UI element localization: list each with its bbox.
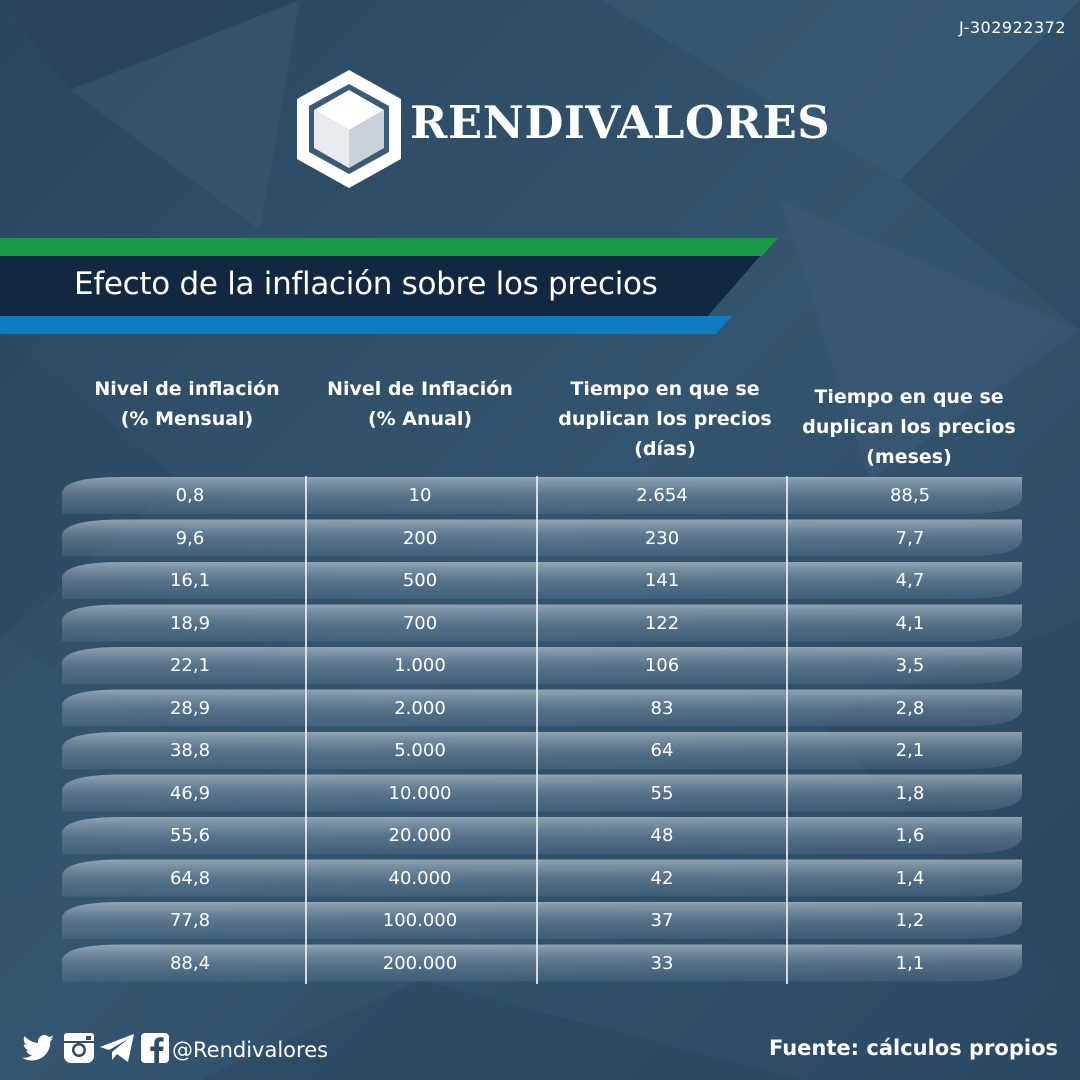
facebook-icon[interactable] [140,1030,170,1066]
table-row-bar [62,817,1022,854]
cell-monthly: 0,8 [175,485,205,506]
cell-annual: 10.000 [388,782,452,804]
cell-annual: 10 [408,485,432,506]
cell-monthly: 9,6 [175,527,205,549]
column-divider [536,476,538,984]
cell-days: 37 [650,910,674,931]
cell-annual: 100.000 [382,910,458,931]
table-row-bar [62,732,1022,769]
cell-monthly: 46,9 [169,782,211,804]
table-row-bar [62,944,1022,982]
title-banner [0,238,778,334]
cell-monthly: 55,6 [169,825,211,846]
table-row-bar [62,859,1022,897]
telegram-icon[interactable] [98,1030,136,1066]
cell-days: 230 [644,527,680,549]
cell-days: 55 [650,782,674,804]
cell-monthly: 16,1 [169,570,211,591]
cell-annual: 2.000 [394,697,446,719]
cell-months: 1,8 [895,782,925,804]
cell-annual: 1.000 [394,655,446,676]
cell-months: 1,2 [895,910,925,931]
cell-months: 1,6 [895,825,925,846]
cell-annual: 200.000 [382,952,458,974]
cell-days: 33 [650,952,674,974]
table-row-bar [62,774,1022,812]
cell-months: 3,5 [895,655,925,676]
brand-name: RENDIVALORES [410,96,831,149]
column-divider [305,476,307,984]
cell-monthly: 28,9 [169,697,211,719]
cell-months: 7,7 [895,527,925,549]
twitter-icon[interactable] [20,1030,56,1066]
table-row-bar [62,562,1022,599]
table-row-bar [62,477,1022,514]
cell-months: 2,1 [895,740,925,761]
table-row-bar [62,647,1022,684]
cell-annual: 700 [402,612,438,634]
column-header-monthly: Nivel de inflación (% Mensual) [94,378,280,430]
social-handle[interactable]: @Rendivalores [172,1038,329,1062]
cell-days: 48 [650,825,674,846]
cell-monthly: 77,8 [169,910,211,931]
rif-number: J-302922372 [958,18,1066,37]
source-note: Fuente: cálculos propios [768,1036,1058,1060]
cell-monthly: 38,8 [169,740,211,761]
cell-days: 83 [650,697,674,719]
cell-annual: 40.000 [388,867,452,889]
hexagon-cube-logo [297,70,401,188]
cell-days: 122 [644,612,680,634]
column-header-months: Tiempo en que se duplican los precios (m… [802,386,1016,468]
cell-annual: 5.000 [394,740,446,761]
cell-months: 2,8 [895,697,925,719]
table-row-bar [62,519,1022,557]
cell-annual: 200 [402,527,438,549]
column-header-days: Tiempo en que se duplican los precios (d… [558,378,772,460]
cell-monthly: 18,9 [169,612,211,634]
cell-monthly: 88,4 [169,952,211,974]
cell-months: 4,1 [895,612,925,634]
cell-annual: 20.000 [388,825,452,846]
table-row-bar [62,604,1022,642]
cell-months: 88,5 [889,485,931,506]
cell-monthly: 22,1 [169,655,211,676]
cell-days: 64 [650,740,674,761]
cell-months: 1,1 [895,952,925,974]
cell-days: 42 [650,867,674,889]
page-title: Efecto de la inflación sobre los precios [74,266,658,302]
cell-annual: 500 [402,570,438,591]
column-divider [786,476,788,984]
cell-monthly: 64,8 [169,867,211,889]
table-row-bar [62,902,1022,939]
cell-days: 2.654 [636,485,688,506]
cell-days: 106 [644,655,680,676]
cell-days: 141 [644,570,680,591]
cell-months: 4,7 [895,570,925,591]
column-header-annual: Nivel de Inflación (% Anual) [327,378,513,430]
instagram-icon[interactable] [62,1030,96,1066]
table-row-bar [62,689,1022,727]
cell-months: 1,4 [895,867,925,889]
